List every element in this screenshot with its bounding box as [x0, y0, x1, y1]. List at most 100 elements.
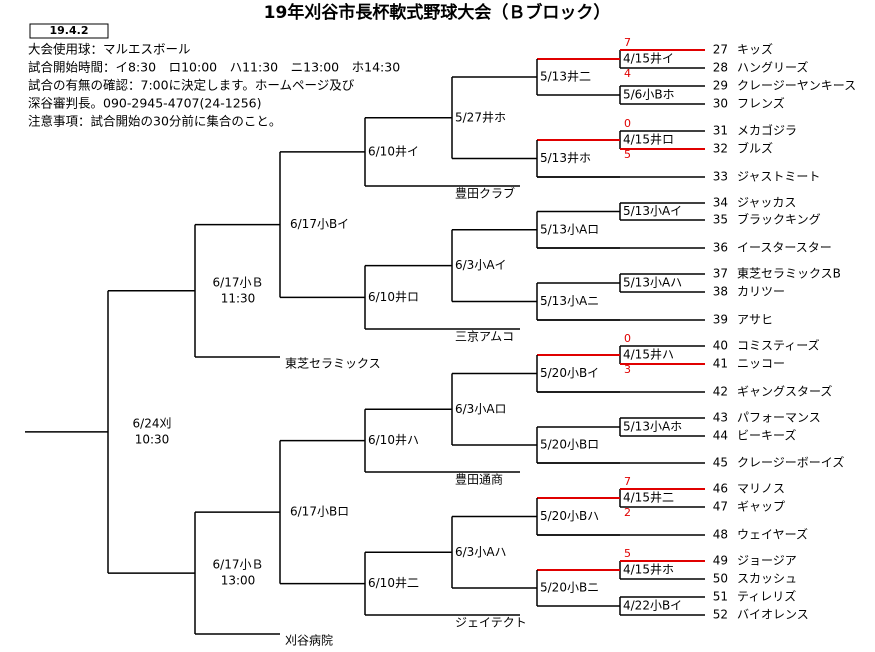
team-name: ギャップ: [737, 500, 785, 514]
team-number: 34: [713, 196, 728, 210]
team-name: パフォーマンス: [737, 411, 821, 425]
match-label: 4/15井ハ: [623, 348, 674, 362]
entrant: 豊田通商: [455, 472, 503, 487]
match-label: 6/24刈: [133, 416, 172, 430]
team-number: 48: [713, 528, 728, 542]
team-number: 46: [713, 482, 728, 496]
match-label: 6/17小Ｂ: [213, 275, 264, 289]
entrant: 刈谷病院: [285, 633, 333, 648]
match-label: 5/20小Bニ: [540, 581, 599, 595]
match-label: 5/13井ホ: [540, 151, 591, 165]
entrant: 三京アムコ: [455, 330, 514, 344]
team-name: ティレリズ: [737, 589, 796, 604]
match-label: 5/13井二: [540, 70, 591, 84]
match-label: 5/6小Bホ: [623, 88, 675, 102]
entrant: 豊田クラブ: [455, 186, 515, 201]
team-name: キッズ: [737, 42, 773, 57]
note: 注意事項：試合開始の30分前に集合のこと。: [28, 114, 281, 129]
match-label: 6/3小Aロ: [455, 402, 507, 416]
match-label: 6/17小Ｂ: [213, 558, 264, 572]
match-label: 4/15井ホ: [623, 563, 674, 577]
team-name: マリノス: [737, 482, 785, 496]
score: 3: [624, 363, 631, 376]
match-label: 5/13小Aロ: [540, 222, 599, 236]
team-name: カリツー: [737, 285, 785, 299]
team-name: ウェイヤーズ: [737, 527, 808, 542]
match-label: 5/20小Bハ: [540, 509, 599, 523]
score: 2: [624, 506, 631, 519]
match-label: 5/13小Aホ: [623, 420, 682, 434]
team-number: 51: [713, 590, 728, 604]
note: 深谷審判長。090-2945-4707(24-1256): [28, 96, 261, 111]
match-label: 6/17小Bイ: [290, 217, 349, 231]
match-label: 4/22小Bイ: [623, 599, 682, 613]
team-number: 42: [713, 385, 728, 399]
match-label: 5/13小Aニ: [540, 294, 599, 308]
team-number: 28: [713, 61, 728, 75]
match-label: 5/20小Bロ: [540, 438, 599, 452]
team-number: 39: [713, 313, 728, 327]
match-label: 5/27井ホ: [455, 110, 506, 124]
team-name: ブラックキング: [737, 212, 821, 227]
match-label: 6/3小Aハ: [455, 545, 507, 559]
team-number: 30: [713, 97, 728, 111]
match-label: 6/10井ハ: [368, 433, 419, 447]
team-number: 36: [713, 241, 728, 255]
team-number: 41: [713, 357, 728, 371]
score: 5: [624, 547, 631, 560]
team-number: 37: [713, 267, 728, 281]
title: 19年刈谷市長杯軟式野球大会（Ｂブロック）: [264, 2, 611, 23]
score: 4: [624, 67, 631, 80]
team-number: 52: [713, 608, 728, 622]
team-number: 45: [713, 456, 728, 470]
score: 0: [624, 332, 631, 345]
team-number: 44: [713, 429, 728, 443]
match-label: 5/13小Aハ: [623, 276, 682, 290]
team-name: フレンズ: [737, 96, 785, 111]
note: 大会使用球：マルエスボール: [28, 42, 191, 57]
team-name: ブルズ: [737, 141, 773, 156]
match-label: 4/15井イ: [623, 52, 674, 66]
team-name: アサヒ: [737, 313, 773, 327]
team-name: クレージーヤンキース: [737, 79, 856, 93]
note: 試合開始時間：イ8:30 ロ10:00 ハ11:30 ニ13:00 ホ14:30: [28, 60, 400, 75]
team-number: 29: [713, 79, 728, 93]
team-name: ジャストミート: [737, 170, 820, 184]
team-number: 33: [713, 170, 728, 184]
team-number: 43: [713, 411, 728, 425]
match-label: 10:30: [135, 432, 170, 446]
team-number: 31: [713, 124, 728, 138]
score: 7: [624, 36, 631, 49]
match-label: 4/15井ロ: [623, 133, 674, 147]
match-label: 11:30: [221, 291, 256, 305]
team-number: 38: [713, 285, 728, 299]
match-label: 6/10井イ: [368, 144, 419, 158]
team-name: ハングリーズ: [737, 60, 808, 75]
team-number: 27: [713, 43, 728, 57]
team-number: 35: [713, 213, 728, 227]
match-label: 6/10井二: [368, 576, 419, 590]
team-name: ビーキーズ: [737, 428, 796, 443]
date-box: [29, 23, 109, 39]
team-number: 40: [713, 339, 728, 353]
team-name: イースタースター: [737, 241, 832, 255]
team-name: メカゴジラ: [737, 123, 797, 138]
team-name: ニッコー: [737, 357, 785, 371]
match-label: 6/3小Aイ: [455, 258, 507, 272]
team-name: ジャッカス: [737, 196, 796, 210]
match-label: 5/13小Aイ: [623, 204, 682, 218]
team-number: 32: [713, 142, 728, 156]
score: 5: [624, 148, 631, 161]
score: 0: [624, 117, 631, 130]
team-number: 47: [713, 500, 728, 514]
match-label: 13:00: [221, 574, 256, 588]
team-name: コミスティーズ: [737, 338, 820, 353]
team-name: ジョージア: [737, 554, 797, 568]
date-box-text: 19.4.2: [50, 24, 89, 37]
match-label: 6/17小Bロ: [290, 505, 349, 519]
match-label: 5/20小Bイ: [540, 366, 599, 380]
team-name: スカッシュ: [737, 572, 797, 586]
team-name: バイオレンス: [737, 608, 809, 622]
